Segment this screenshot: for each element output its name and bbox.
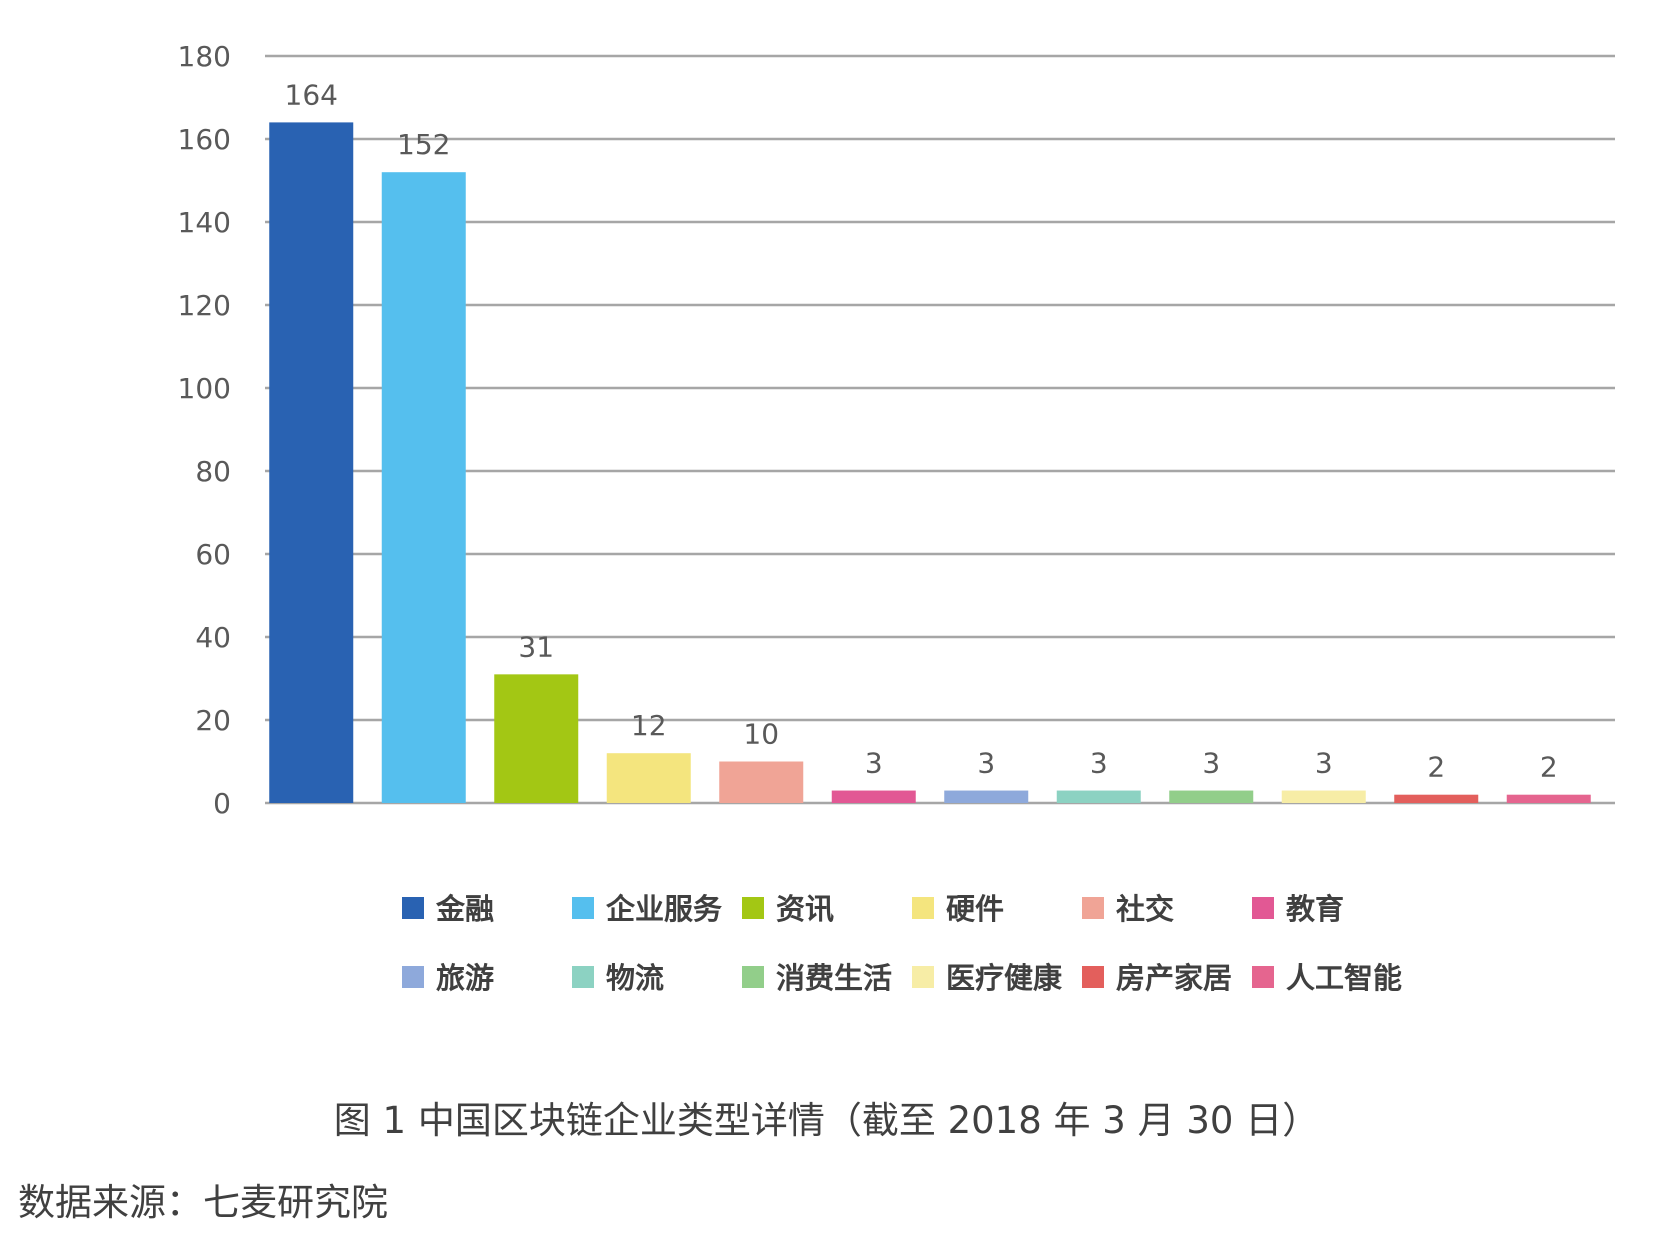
y-tick-label: 40	[195, 621, 231, 654]
bar	[1394, 794, 1479, 803]
bar	[719, 761, 804, 803]
bar	[606, 753, 691, 803]
data-label: 2	[1427, 751, 1445, 784]
legend-swatch	[912, 966, 934, 988]
legend-swatch	[1252, 966, 1274, 988]
y-tick-label: 80	[195, 455, 231, 488]
data-label: 2	[1540, 751, 1558, 784]
data-source: 数据来源：七麦研究院	[18, 1181, 388, 1224]
legend-swatch	[912, 897, 934, 919]
legend-swatch	[1252, 897, 1274, 919]
legend-label: 社交	[1116, 892, 1174, 926]
legend-swatch	[572, 966, 594, 988]
legend-swatch	[402, 897, 424, 919]
legend-label: 金融	[435, 892, 494, 926]
data-label: 164	[285, 78, 338, 111]
legend-swatch	[1082, 966, 1104, 988]
y-tick-label: 60	[195, 538, 231, 571]
bar	[269, 122, 354, 803]
legend-label: 消费生活	[776, 961, 892, 995]
data-label: 3	[1202, 747, 1220, 780]
data-label: 12	[631, 709, 667, 742]
legend-swatch	[402, 966, 424, 988]
y-tick-label: 100	[178, 372, 231, 405]
bar	[1506, 794, 1591, 803]
data-label: 3	[1315, 747, 1333, 780]
figure-caption: 图 1 中国区块链企业类型详情（截至 2018 年 3 月 30 日）	[333, 1099, 1320, 1142]
bar	[1056, 790, 1141, 803]
legend-swatch	[1082, 897, 1104, 919]
data-label: 3	[977, 747, 995, 780]
gridlines	[265, 54, 1615, 805]
legend-swatch	[742, 897, 764, 919]
bar	[831, 790, 916, 803]
legend-label: 教育	[1286, 892, 1344, 926]
data-label: 3	[865, 747, 883, 780]
data-label: 10	[743, 718, 779, 751]
legend-label: 物流	[606, 961, 664, 995]
y-tick-label: 160	[178, 123, 231, 156]
bar	[1169, 790, 1254, 803]
data-labels: 164 152 31 12 10 3 3 3 3 3 2 2	[285, 78, 1558, 783]
legend-label: 硬件	[946, 892, 1004, 926]
data-label: 152	[397, 128, 450, 161]
y-tick-label: 20	[195, 704, 231, 737]
legend-label: 人工智能	[1286, 961, 1402, 995]
y-axis: 0 20 40 60 80 100 120 140 160 180	[178, 40, 231, 820]
bar	[1281, 790, 1366, 803]
bar	[381, 172, 466, 803]
legend-label: 房产家居	[1116, 961, 1232, 995]
y-tick-label: 0	[213, 787, 231, 820]
legend-swatch	[572, 897, 594, 919]
bars	[269, 122, 1591, 803]
legend-label: 企业服务	[606, 892, 722, 926]
y-tick-label: 140	[178, 206, 231, 239]
bar	[944, 790, 1029, 803]
y-tick-label: 180	[178, 40, 231, 73]
bar	[494, 674, 579, 803]
legend-label: 旅游	[436, 961, 494, 995]
data-label: 3	[1090, 747, 1108, 780]
legend-swatch	[742, 966, 764, 988]
legend-label: 医疗健康	[946, 961, 1063, 995]
data-label: 31	[518, 630, 554, 663]
y-tick-label: 120	[178, 289, 231, 322]
bar-chart: 0 20 40 60 80 100 120 140 160 180 164 152 31 12 10 3 3 3…	[178, 40, 1615, 995]
legend-label: 资讯	[776, 892, 834, 926]
